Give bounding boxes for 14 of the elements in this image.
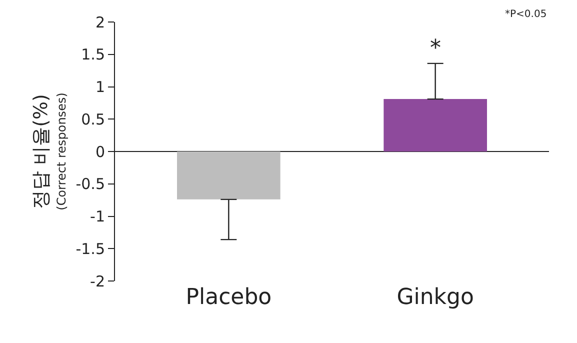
y-tick-label: 1 bbox=[95, 78, 105, 96]
y-axis-title: 정답 비율(%) (Correct responses) bbox=[30, 92, 68, 210]
annotation: * bbox=[430, 36, 441, 61]
y-tick-label: 1.5 bbox=[81, 46, 105, 64]
y-tick-label: -2 bbox=[90, 272, 105, 290]
x-tick-label: Ginkgo bbox=[396, 285, 474, 310]
y-tick-label: 0.5 bbox=[81, 110, 105, 128]
y-tick-label: -0.5 bbox=[76, 175, 105, 194]
y-tick-label: 0 bbox=[95, 142, 105, 161]
y-tick-label: -1 bbox=[90, 208, 105, 226]
x-tick-label: Placebo bbox=[186, 285, 272, 310]
y-tick-label: 2 bbox=[95, 13, 105, 32]
y-tick-label: -1.5 bbox=[76, 240, 105, 258]
text: *P<0.05 bbox=[505, 9, 547, 20]
